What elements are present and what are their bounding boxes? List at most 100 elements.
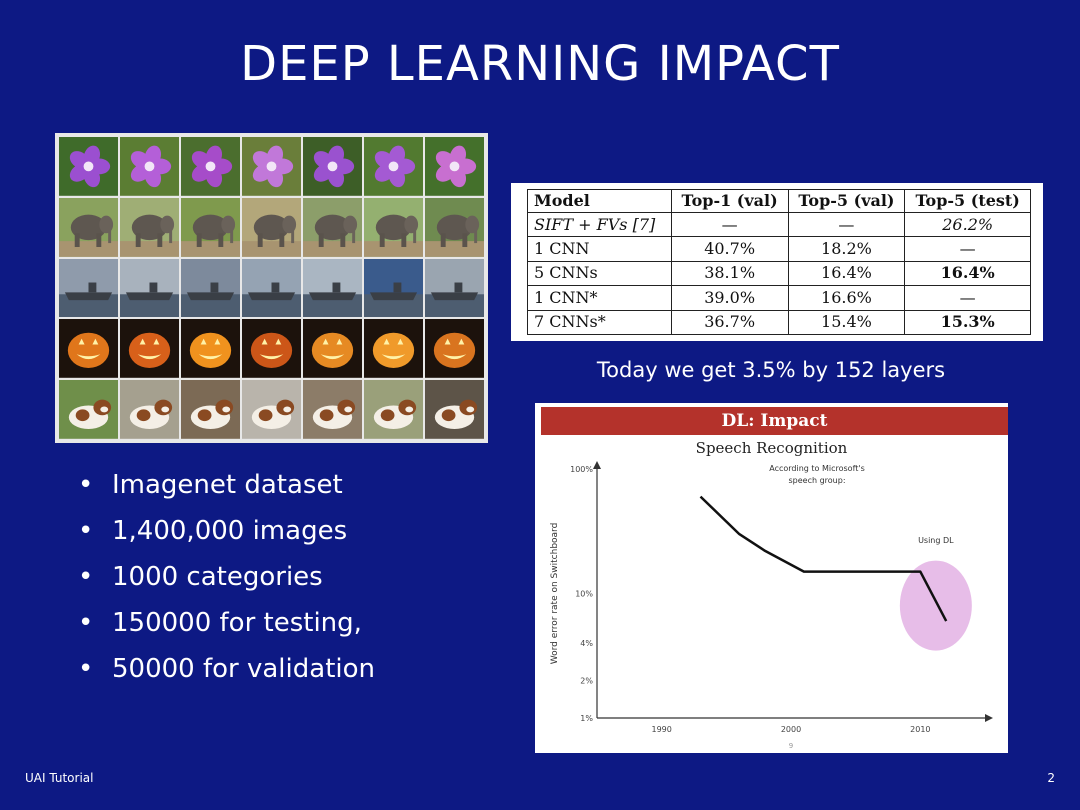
table-cell: 40.7% — [670, 236, 789, 262]
table-row: SIFT + FVs [7] — — 26.2% — [527, 211, 1031, 238]
table-cell: 39.0% — [670, 285, 789, 311]
x-tick-label: 2000 — [781, 725, 801, 734]
highlight-label: Using DL — [918, 536, 954, 545]
dog-thumbnail — [425, 380, 484, 439]
speech-recognition-chart: DL: Impact Speech Recognition 100% 10% 4% 2… — [535, 403, 1008, 753]
chart-annotation-line: According to Microsoft's — [769, 464, 865, 473]
bullet-text: 50000 for validation — [112, 654, 375, 684]
table-header-cell: Top-5 (test) — [904, 189, 1031, 213]
y-axis-arrow — [593, 461, 601, 469]
list-item: • 150000 for testing, — [78, 600, 375, 646]
x-tick-label: 1990 — [651, 725, 671, 734]
table-row: 1 CNN 40.7% 18.2% — — [527, 236, 1031, 262]
table-cell: 18.2% — [787, 236, 906, 262]
table-row: 5 CNNs 38.1% 16.4% 16.4% — [527, 260, 1031, 287]
flower-thumbnail — [425, 137, 484, 196]
elephant-thumbnail — [242, 197, 301, 257]
dog-thumbnail — [303, 380, 362, 439]
imagenet-sample-grid — [55, 133, 488, 443]
flower-thumbnail — [303, 137, 362, 196]
highlight-ellipse — [899, 560, 972, 651]
table-row: 1 CNN* 39.0% 16.6% — — [527, 285, 1031, 311]
bullet-icon: • — [78, 562, 94, 592]
jack-o-lantern-thumbnail — [425, 319, 484, 379]
table-cell: — — [670, 211, 789, 238]
elephant-thumbnail — [425, 197, 484, 257]
flower-thumbnail — [364, 137, 423, 196]
table-cell: 1 CNN* — [527, 285, 672, 311]
list-item: • 1,400,000 images — [78, 508, 375, 554]
flower-thumbnail — [120, 137, 179, 196]
bullet-icon: • — [78, 608, 94, 638]
series-line — [699, 495, 948, 622]
list-item: • 1000 categories — [78, 554, 375, 600]
chart-plot: 100% 10% 4% 2% 1% 1990 2000 2010 Word error rate… — [550, 461, 993, 750]
chart-footnote: 9 — [789, 742, 793, 750]
jack-o-lantern-thumbnail — [364, 319, 423, 379]
table-cell: 1 CNN — [527, 236, 672, 262]
bullet-text: 150000 for testing, — [112, 608, 362, 638]
flower-thumbnail — [59, 137, 118, 196]
ship-thumbnail — [242, 258, 301, 318]
table-cell: — — [904, 236, 1031, 262]
chart-title: Speech Recognition — [695, 439, 848, 457]
footer-label: UAI Tutorial — [25, 771, 94, 785]
table-cell: 5 CNNs — [527, 260, 672, 287]
table-cell: — — [904, 285, 1031, 311]
ship-thumbnail — [181, 258, 240, 318]
table-cell: 16.4% — [904, 260, 1031, 287]
bullet-icon: • — [78, 654, 94, 684]
ship-thumbnail — [425, 258, 484, 318]
jack-o-lantern-thumbnail — [59, 319, 118, 379]
bullet-text: Imagenet dataset — [112, 470, 343, 500]
ship-thumbnail — [303, 258, 362, 318]
y-tick-label: 100% — [570, 465, 593, 474]
dog-thumbnail — [181, 380, 240, 439]
list-item: • Imagenet dataset — [78, 462, 375, 508]
dog-thumbnail — [364, 380, 423, 439]
ship-thumbnail — [120, 258, 179, 318]
elephant-thumbnail — [59, 197, 118, 257]
y-tick-label: 10% — [575, 590, 593, 599]
dog-thumbnail — [59, 380, 118, 439]
chart-annotation-line: speech group: — [788, 476, 845, 485]
elephant-thumbnail — [181, 197, 240, 257]
table-header-row: Model Top-1 (val) Top-5 (val) Top-5 (tes… — [527, 189, 1031, 213]
table-header-cell: Top-1 (val) — [670, 189, 789, 213]
y-tick-label: 2% — [580, 677, 593, 686]
y-axis-label: Word error rate on Switchboard — [550, 523, 560, 665]
results-caption: Today we get 3.5% by 152 layers — [596, 358, 946, 382]
jack-o-lantern-thumbnail — [242, 319, 301, 379]
page-number: 2 — [1047, 771, 1055, 785]
dog-thumbnail — [242, 380, 301, 439]
list-item: • 50000 for validation — [78, 646, 375, 692]
jack-o-lantern-thumbnail — [120, 319, 179, 379]
table-row: 7 CNNs* 36.7% 15.4% 15.3% — [527, 309, 1031, 336]
results-table: Model Top-1 (val) Top-5 (val) Top-5 (tes… — [527, 189, 1031, 336]
x-tick-label: 2010 — [910, 725, 930, 734]
table-cell: 16.4% — [787, 260, 906, 287]
table-header-cell: Top-5 (val) — [787, 189, 906, 213]
elephant-thumbnail — [120, 197, 179, 257]
bullet-icon: • — [78, 470, 94, 500]
chart-header: DL: Impact — [541, 407, 1008, 435]
flower-thumbnail — [181, 137, 240, 196]
table-header-cell: Model — [527, 189, 672, 213]
jack-o-lantern-thumbnail — [181, 319, 240, 379]
ship-thumbnail — [59, 258, 118, 318]
table-cell: 38.1% — [670, 260, 789, 287]
bullet-list: • Imagenet dataset • 1,400,000 images • 100… — [78, 462, 375, 692]
bullet-text: 1000 categories — [112, 562, 323, 592]
table-cell: SIFT + FVs [7] — [527, 211, 672, 238]
table-cell: 36.7% — [670, 309, 789, 336]
bullet-text: 1,400,000 images — [112, 516, 348, 546]
table-cell: 26.2% — [904, 211, 1031, 238]
results-table-image: Model Top-1 (val) Top-5 (val) Top-5 (tes… — [511, 183, 1043, 341]
ship-thumbnail — [364, 258, 423, 318]
table-cell: 16.6% — [787, 285, 906, 311]
flower-thumbnail — [242, 137, 301, 196]
elephant-thumbnail — [303, 197, 362, 257]
elephant-thumbnail — [364, 197, 423, 257]
table-cell: 15.4% — [787, 309, 906, 336]
table-cell: 7 CNNs* — [527, 309, 672, 336]
